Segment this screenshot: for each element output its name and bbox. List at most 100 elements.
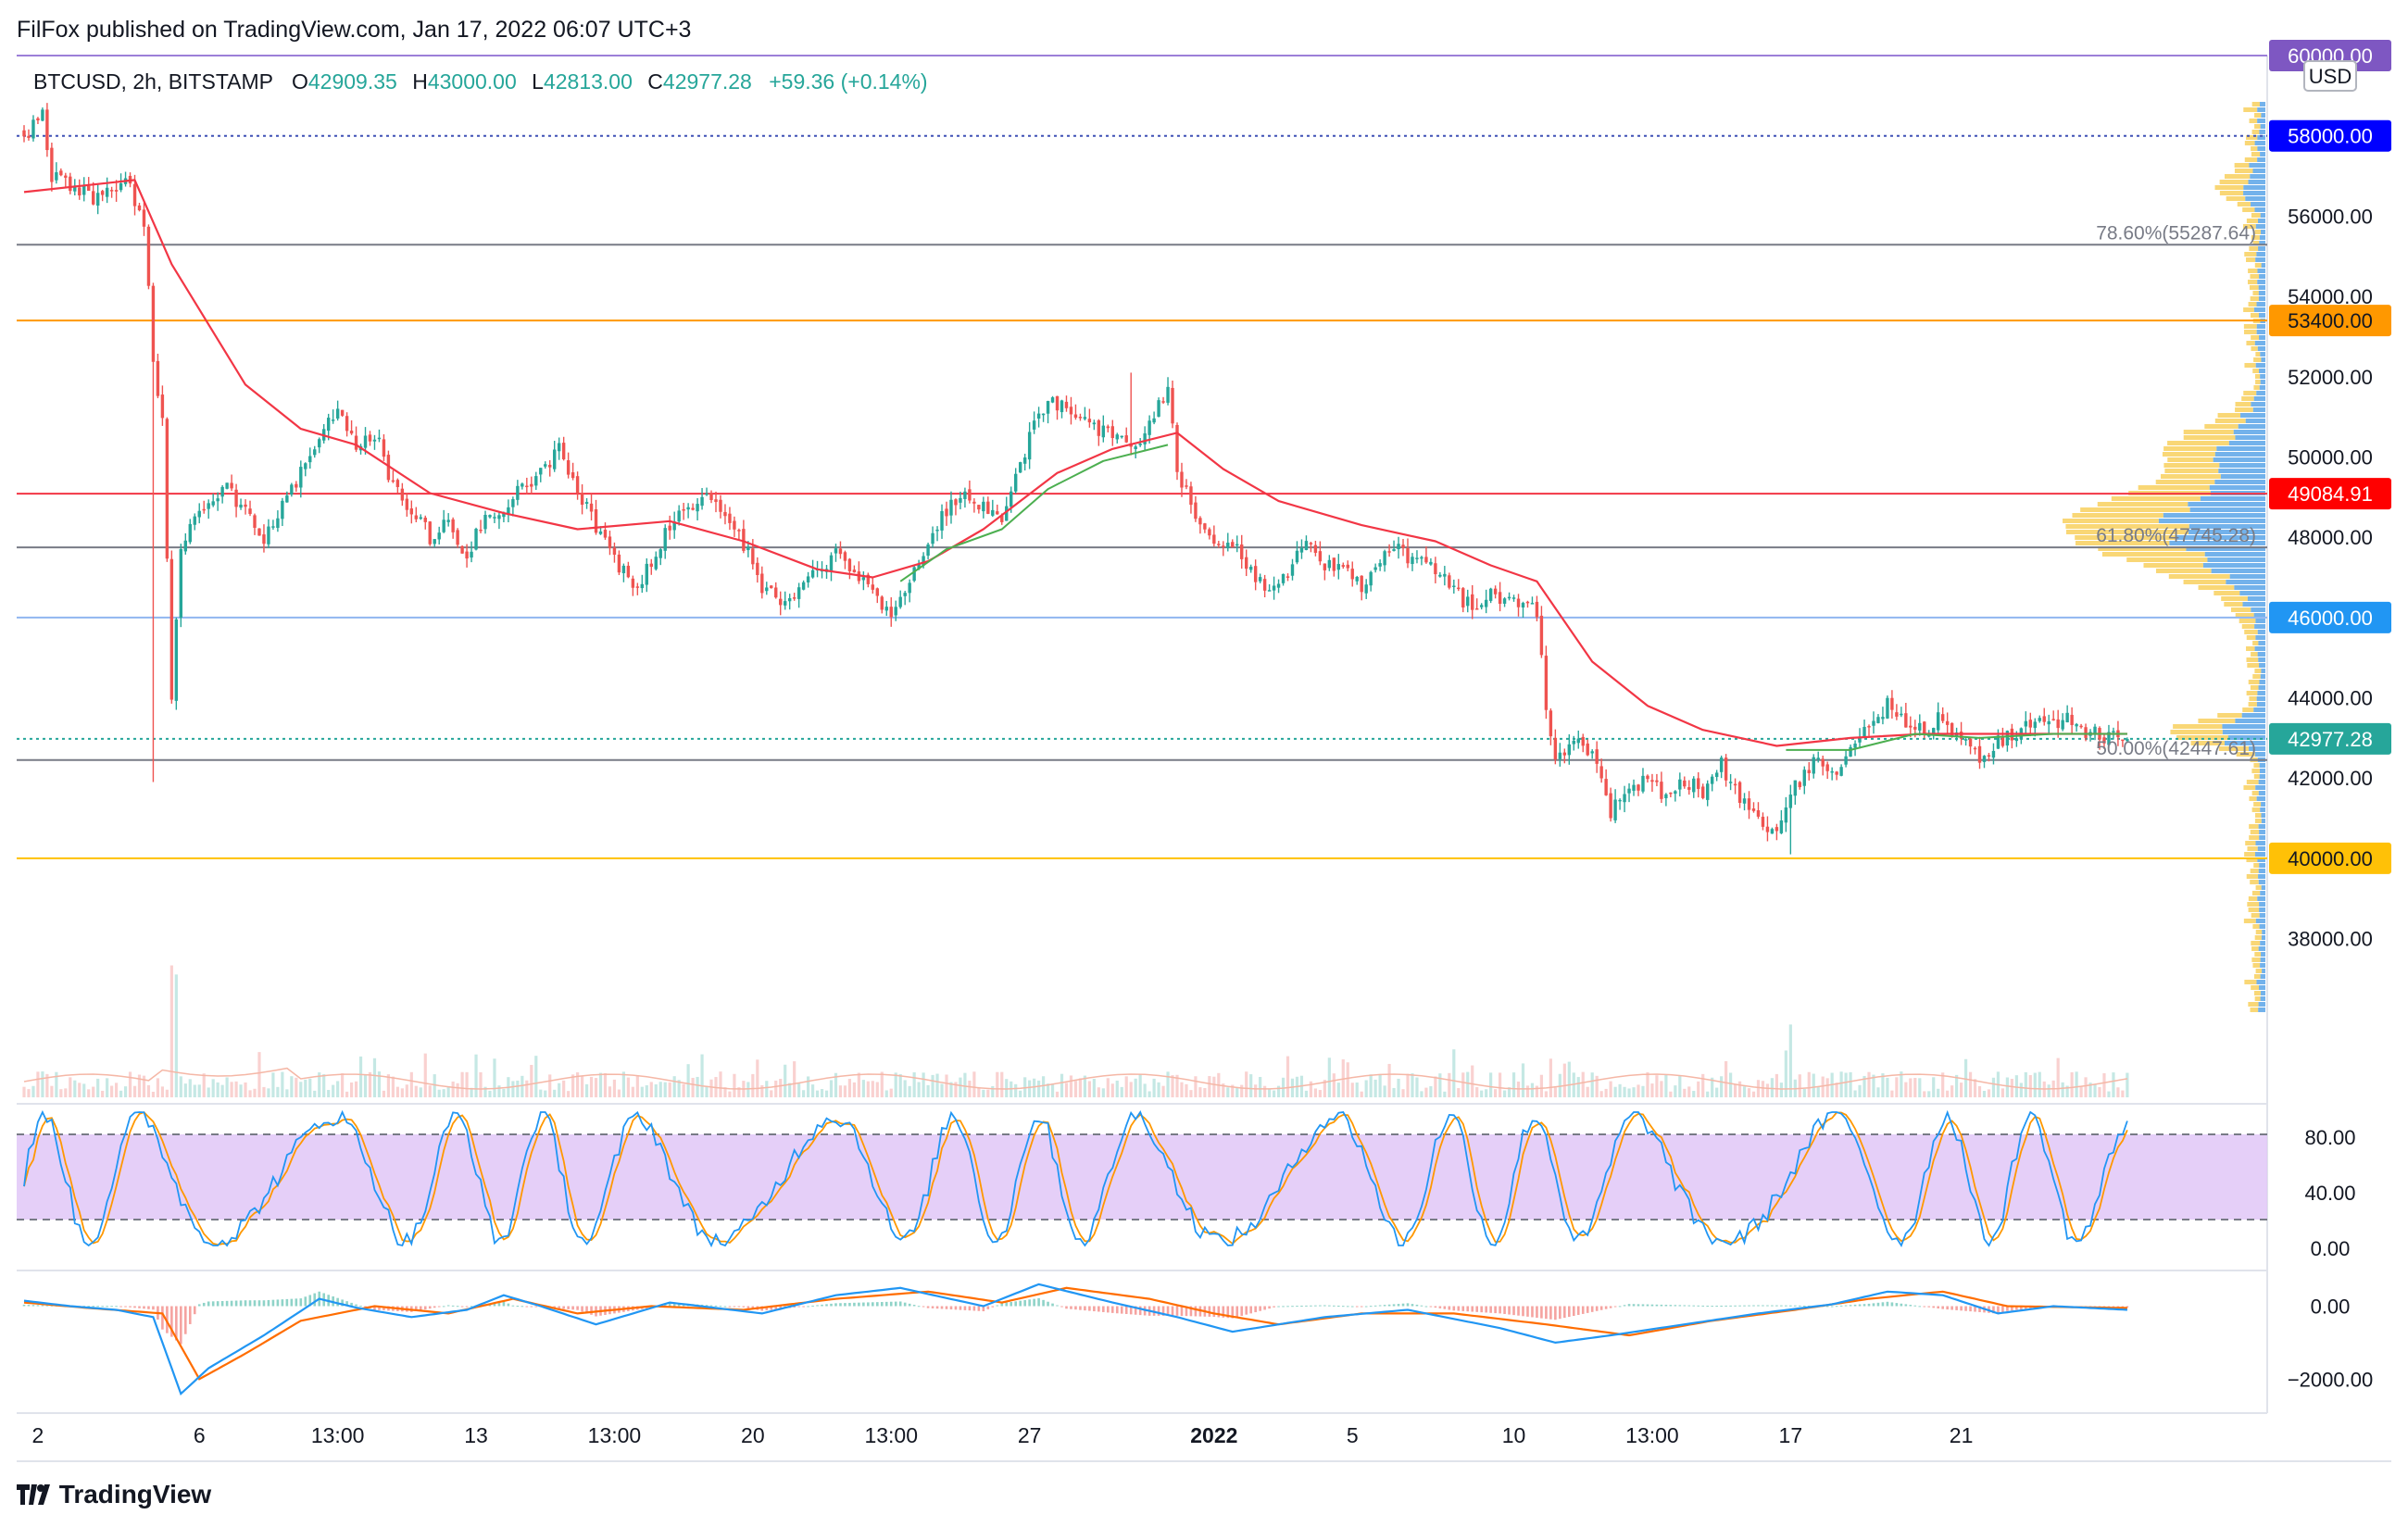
candle-body bbox=[1991, 750, 1996, 758]
candle-body bbox=[1276, 583, 1281, 588]
candle-body bbox=[1825, 764, 1829, 771]
macd-histogram-bar bbox=[807, 1306, 809, 1308]
volume-profile-up bbox=[2204, 424, 2239, 429]
volume-bar bbox=[1756, 1080, 1761, 1097]
volume-profile-up bbox=[2246, 691, 2258, 695]
volume-bar bbox=[1360, 1091, 1363, 1097]
volume-bar bbox=[1991, 1077, 1996, 1097]
volume-profile-down bbox=[2260, 124, 2265, 129]
macd-histogram-bar bbox=[1941, 1306, 1944, 1309]
volume-profile-down bbox=[2214, 480, 2265, 484]
volume-profile-up bbox=[2167, 441, 2229, 445]
macd-histogram-bar bbox=[1189, 1306, 1193, 1317]
macd-histogram-bar bbox=[497, 1302, 501, 1307]
volume-profile-down bbox=[2204, 552, 2265, 557]
volume-profile-up bbox=[2251, 335, 2260, 340]
volume-profile-up bbox=[2249, 696, 2257, 701]
macd-histogram-bar bbox=[816, 1305, 819, 1307]
candle-body bbox=[151, 285, 156, 362]
volume-profile-up bbox=[2253, 357, 2262, 362]
candle-body bbox=[2033, 721, 2037, 729]
macd-histogram-bar bbox=[161, 1306, 164, 1330]
candle-body bbox=[1032, 420, 1036, 430]
volume-bar bbox=[1669, 1091, 1673, 1097]
macd-histogram-bar bbox=[2126, 1306, 2129, 1308]
macd-histogram-bar bbox=[719, 1306, 722, 1308]
candle-body bbox=[1069, 407, 1073, 415]
candle-body bbox=[1595, 749, 1599, 764]
volume-bar bbox=[456, 1083, 459, 1097]
volume-bar bbox=[1231, 1084, 1235, 1097]
volume-ma-line bbox=[23, 1067, 2128, 1090]
volume-bar bbox=[183, 1083, 187, 1097]
candle-body bbox=[742, 529, 746, 551]
low-label: L bbox=[532, 69, 544, 94]
volume-profile-up bbox=[2138, 485, 2210, 490]
volume-bar bbox=[437, 1089, 441, 1097]
macd-histogram-bar bbox=[709, 1305, 713, 1307]
volume-bar bbox=[1499, 1072, 1502, 1097]
stoch-tick-label: 40.00 bbox=[2304, 1182, 2355, 1205]
candle-body bbox=[1977, 745, 1982, 763]
volume-bar bbox=[751, 1073, 755, 1097]
volume-bar bbox=[1664, 1074, 1668, 1097]
volume-bar bbox=[1530, 1083, 1535, 1097]
macd-tick-label: −2000.00 bbox=[2288, 1368, 2373, 1391]
volume-profile-up bbox=[2250, 830, 2260, 834]
macd-histogram-bar bbox=[1373, 1305, 1377, 1307]
candle-body bbox=[544, 464, 547, 467]
volume-profile-up bbox=[2221, 596, 2248, 601]
candle-body bbox=[502, 512, 506, 518]
candle-body bbox=[174, 619, 179, 701]
candle-body bbox=[1143, 432, 1147, 444]
price-axis[interactable]: 56000.0054000.0052000.0050000.0048000.00… bbox=[2288, 205, 2373, 1391]
macd-histogram-bar bbox=[714, 1305, 718, 1307]
currency-box[interactable]: USD bbox=[2303, 60, 2357, 92]
macd-histogram-bar bbox=[1789, 1305, 1792, 1307]
macd-histogram-bar bbox=[1969, 1306, 1972, 1312]
macd-histogram-bar bbox=[1010, 1302, 1013, 1307]
macd-histogram-bar bbox=[1364, 1306, 1368, 1308]
macd-histogram-bar bbox=[285, 1298, 289, 1307]
volume-bar bbox=[1000, 1071, 1004, 1097]
volume-bar bbox=[106, 1078, 109, 1097]
macd-histogram-bar bbox=[1084, 1306, 1086, 1311]
macd-histogram-bar bbox=[304, 1296, 307, 1307]
macd-histogram-bar bbox=[129, 1306, 132, 1308]
volume-profile-up bbox=[2161, 474, 2221, 479]
volume-profile-down bbox=[2261, 885, 2265, 890]
tradingview-logo[interactable]: TradingView bbox=[17, 1480, 211, 1509]
volume-bar bbox=[1720, 1076, 1724, 1097]
candle-body bbox=[1904, 713, 1908, 728]
volume-bar bbox=[1586, 1086, 1589, 1097]
volume-bar bbox=[598, 1072, 603, 1097]
macd-histogram-bar bbox=[1185, 1306, 1188, 1317]
volume-bar bbox=[1502, 1090, 1507, 1097]
candle-body bbox=[1152, 418, 1156, 423]
volume-bar bbox=[341, 1073, 345, 1097]
macd-histogram-bar bbox=[1757, 1305, 1760, 1307]
candle-body bbox=[1886, 697, 1889, 719]
volume-profile-up bbox=[2254, 669, 2262, 673]
volume-bar bbox=[207, 1087, 210, 1097]
volume-bar bbox=[2056, 1058, 2060, 1097]
volume-bar bbox=[244, 1082, 247, 1097]
volume-profile-up bbox=[2097, 502, 2189, 507]
candle-body bbox=[1415, 557, 1419, 559]
volume-bar bbox=[672, 1076, 676, 1097]
volume-bar bbox=[211, 1079, 215, 1097]
volume-profile-up bbox=[2246, 857, 2258, 862]
volume-bar bbox=[73, 1080, 77, 1097]
candle-body bbox=[1010, 491, 1013, 507]
candle-body bbox=[672, 521, 676, 531]
volume-profile-up bbox=[2246, 635, 2256, 640]
candle-body bbox=[1014, 473, 1018, 492]
volume-bar bbox=[2019, 1083, 2023, 1097]
time-axis[interactable]: 2 6 13:00 13 13:00 20 13:00 27 2022 5 10 13:00 17 21 bbox=[32, 1423, 1974, 1447]
high-value: 43000.00 bbox=[428, 69, 517, 94]
macd-histogram-bar bbox=[124, 1306, 127, 1308]
publisher-line: FilFox published on TradingView.com, Jan… bbox=[17, 17, 692, 43]
macd-histogram-bar bbox=[350, 1302, 353, 1307]
macd-histogram-bar bbox=[138, 1306, 141, 1308]
